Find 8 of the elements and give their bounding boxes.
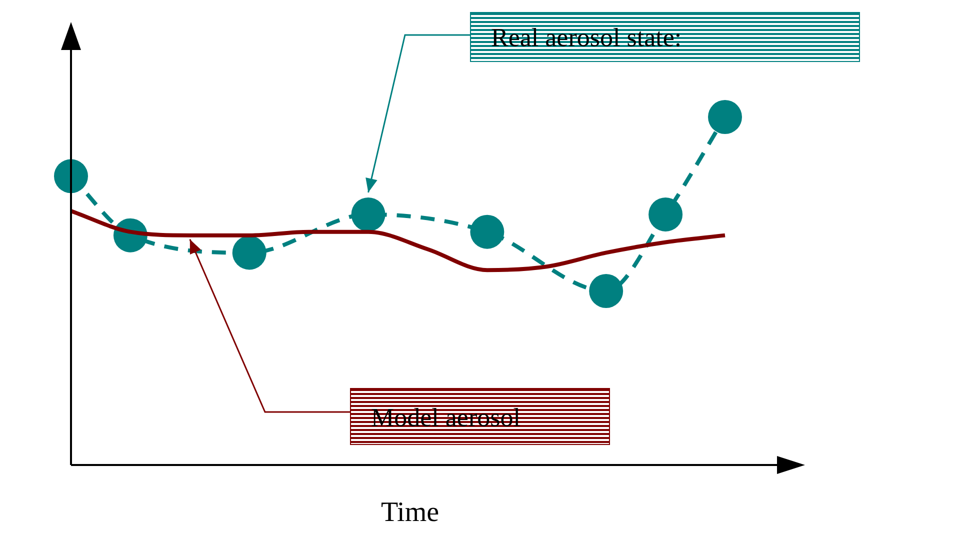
point <box>589 274 624 308</box>
point <box>470 214 504 249</box>
point <box>708 100 742 134</box>
x-axis-title: Time <box>380 497 440 529</box>
point <box>351 197 386 232</box>
point <box>232 236 266 270</box>
point <box>648 197 683 232</box>
point <box>54 159 88 194</box>
